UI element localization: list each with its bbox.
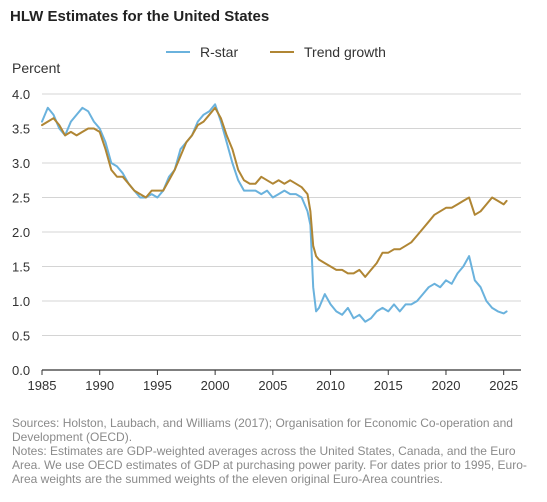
- legend-swatch-rstar: [166, 51, 190, 53]
- legend-label-rstar: R-star: [200, 44, 239, 60]
- y-tick-label: 2.5: [12, 191, 30, 206]
- x-tick-label: 1985: [28, 378, 57, 393]
- x-tick-label: 2005: [258, 378, 287, 393]
- x-tick-label: 2010: [316, 378, 345, 393]
- legend: R-star Trend growth: [0, 44, 547, 64]
- y-tick-label: 4.0: [12, 87, 30, 102]
- y-tick-label: 1.5: [12, 260, 30, 275]
- line-chart: 0.0 0.5 1.0 1.5 2.0 2.5 3.0 3.5 4.0 1985 1990 1995 2…: [12, 87, 521, 393]
- series-line-trend-growth: [41, 106, 508, 278]
- chart-title: HLW Estimates for the United States: [10, 8, 270, 25]
- legend-item-trend: Trend growth: [270, 44, 386, 60]
- series-line-rstar: [41, 103, 508, 323]
- legend-item-rstar: R-star: [166, 44, 238, 60]
- y-tick-label: 0.5: [12, 329, 30, 344]
- notes-text: Notes: Estimates are GDP-weighted averag…: [12, 444, 527, 486]
- legend-swatch-trend: [270, 51, 294, 53]
- y-axis-label: Percent: [12, 60, 61, 76]
- footnotes: Sources: Holston, Laubach, and Williams …: [12, 416, 540, 486]
- y-tick-label: 1.0: [12, 294, 30, 309]
- x-tick-label: 2025: [489, 378, 518, 393]
- x-tick-label: 2015: [374, 378, 403, 393]
- y-tick-label: 3.0: [12, 156, 30, 171]
- x-tick-label: 2000: [201, 378, 230, 393]
- y-tick-label: 3.5: [12, 122, 30, 137]
- x-tick-label: 1990: [85, 378, 114, 393]
- y-tick-label: 2.0: [12, 225, 30, 240]
- y-tick-label: 0.0: [12, 363, 30, 378]
- x-tick-label: 1995: [143, 378, 172, 393]
- x-tick-label: 2020: [432, 378, 461, 393]
- sources-note: Sources: Holston, Laubach, and Williams …: [12, 416, 513, 444]
- legend-label-trend: Trend growth: [304, 44, 386, 60]
